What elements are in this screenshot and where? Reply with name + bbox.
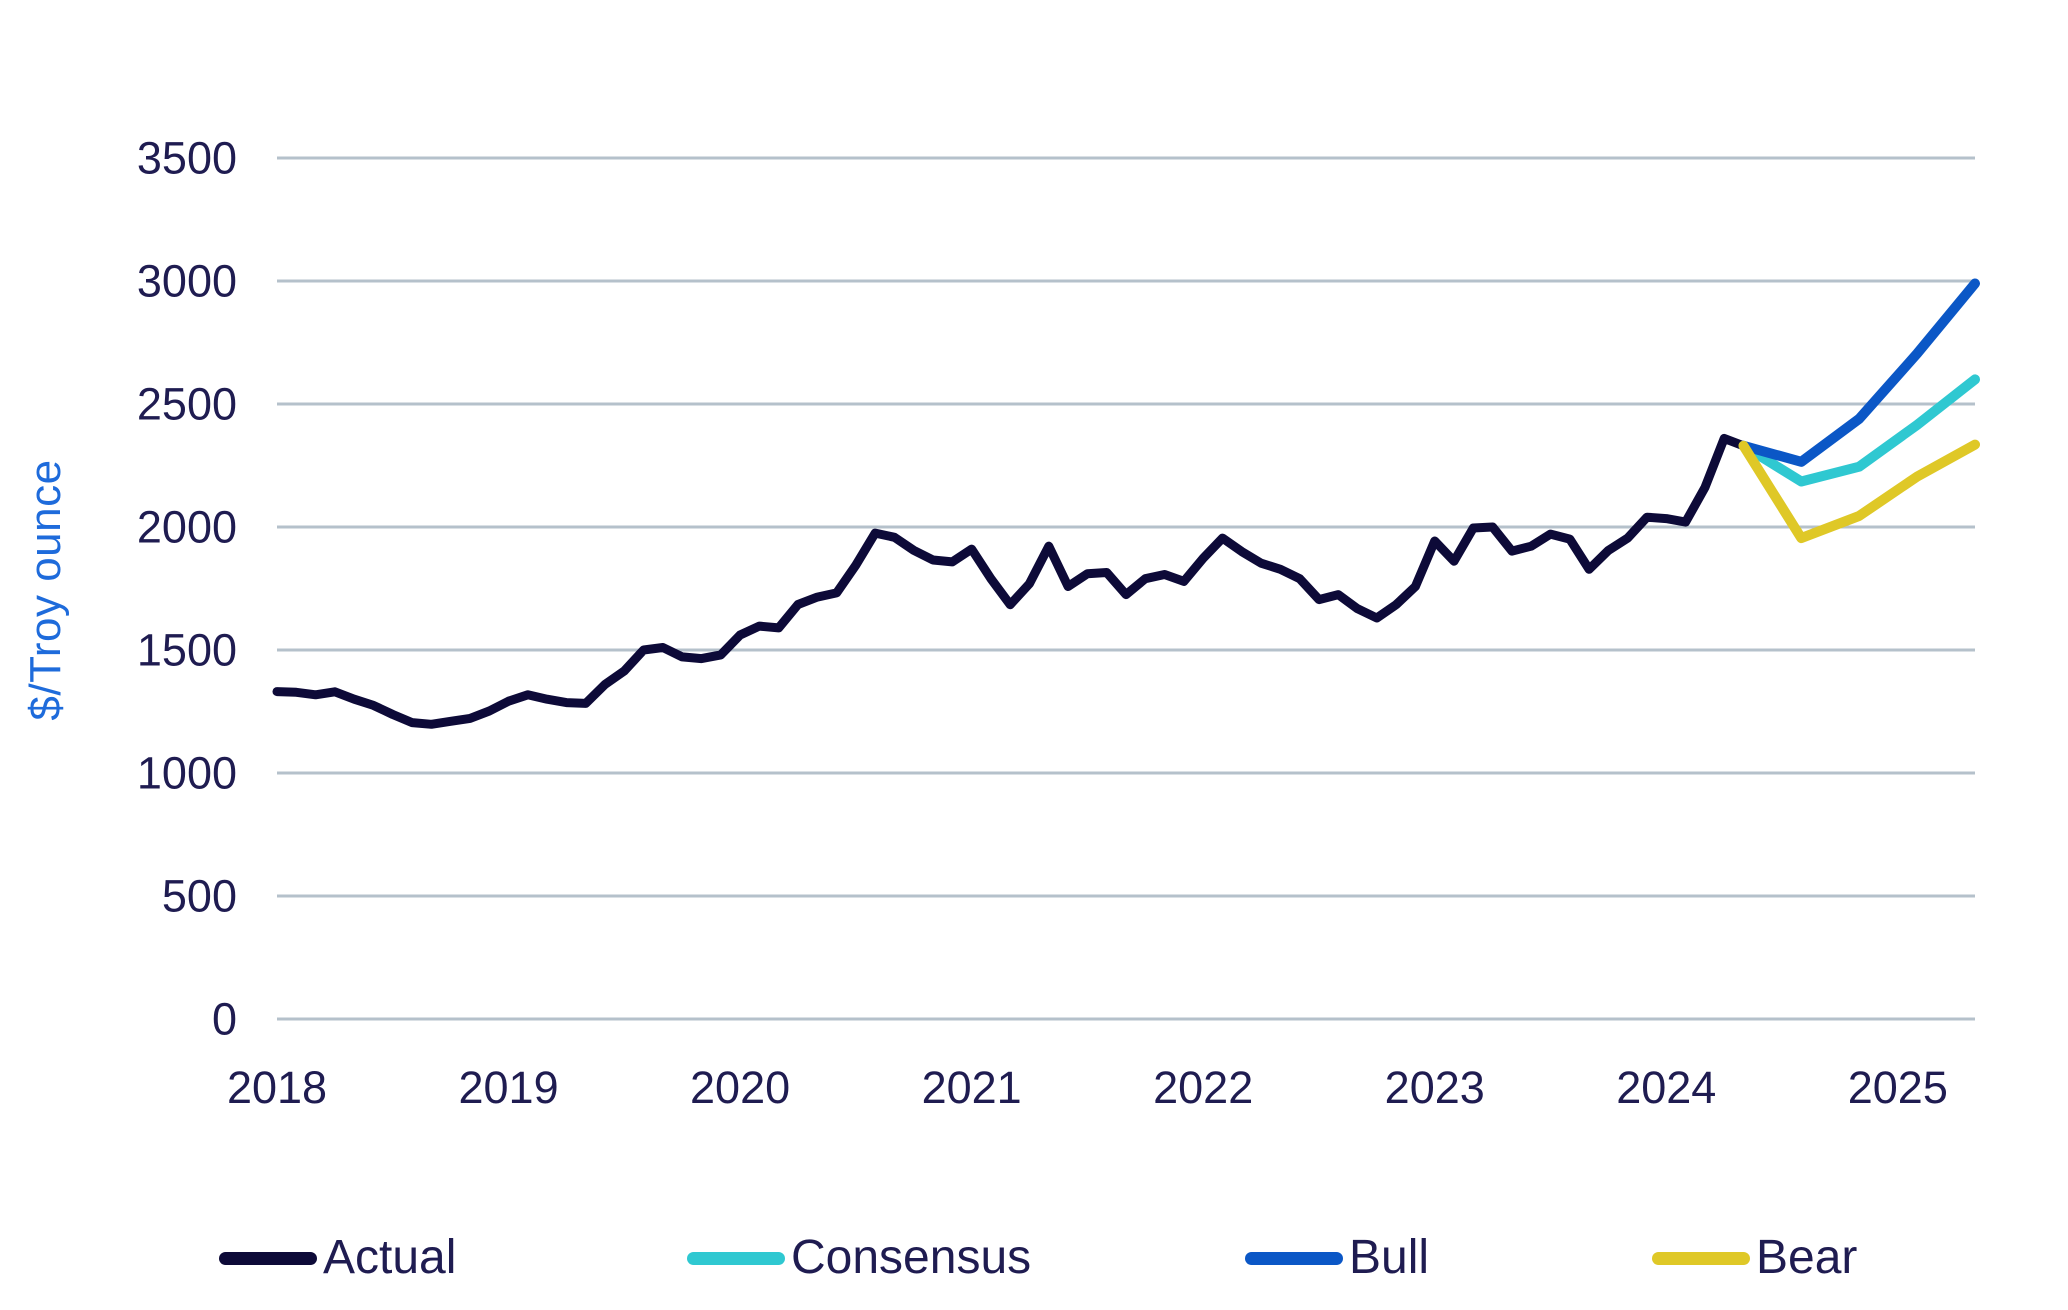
x-tick-label: 2024	[1616, 1062, 1716, 1113]
gridlines	[277, 156, 1975, 1021]
y-tick-label: 2000	[137, 502, 237, 553]
legend-label-consensus: Consensus	[791, 1231, 1032, 1284]
legend-swatch-bear	[1652, 1251, 1750, 1265]
x-tick-label: 2023	[1385, 1062, 1485, 1113]
legend-swatch-actual	[219, 1251, 317, 1265]
y-tick-label: 3500	[137, 133, 237, 184]
series-line-bear	[1738, 439, 1980, 544]
y-tick-label: 3000	[137, 256, 237, 307]
legend-item-consensus: Consensus	[687, 1226, 1031, 1290]
x-tick-label: 2019	[458, 1062, 558, 1113]
legend: Actual Consensus Bull Bear	[0, 1226, 2068, 1296]
x-tick-label: 2018	[227, 1062, 327, 1113]
series-line-consensus	[1738, 374, 1980, 487]
series-line-actual	[272, 433, 1748, 729]
y-tick-label: 1500	[137, 625, 237, 676]
y-tick-label: 500	[162, 871, 237, 922]
x-tick-label: 2025	[1848, 1062, 1948, 1113]
legend-item-bull: Bull	[1245, 1226, 1429, 1290]
y-tick-label: 0	[212, 994, 237, 1045]
legend-item-bear: Bear	[1652, 1226, 1857, 1290]
legend-label-bear: Bear	[1756, 1231, 1858, 1284]
y-tick-label: 1000	[137, 748, 237, 799]
legend-swatch-bull	[1245, 1251, 1343, 1265]
series-line-bull	[1738, 278, 1980, 467]
y-axis-title: $/Troy ounce	[21, 459, 70, 721]
x-tick-label: 2022	[1153, 1062, 1253, 1113]
legend-label-bull: Bull	[1349, 1231, 1430, 1284]
legend-label-actual: Actual	[323, 1231, 457, 1284]
x-tick-label: 2021	[922, 1062, 1022, 1113]
x-axis-tick-labels: 2018 2019 2020 2021 2022 2023 2024 2025	[227, 1062, 1948, 1113]
y-tick-label: 2500	[137, 379, 237, 430]
legend-swatch-consensus	[687, 1251, 785, 1265]
legend-item-actual: Actual	[219, 1226, 456, 1290]
x-tick-label: 2020	[690, 1062, 790, 1113]
y-axis-tick-labels: 3500 3000 2500 2000 1500 1000 500 0	[137, 133, 237, 1045]
